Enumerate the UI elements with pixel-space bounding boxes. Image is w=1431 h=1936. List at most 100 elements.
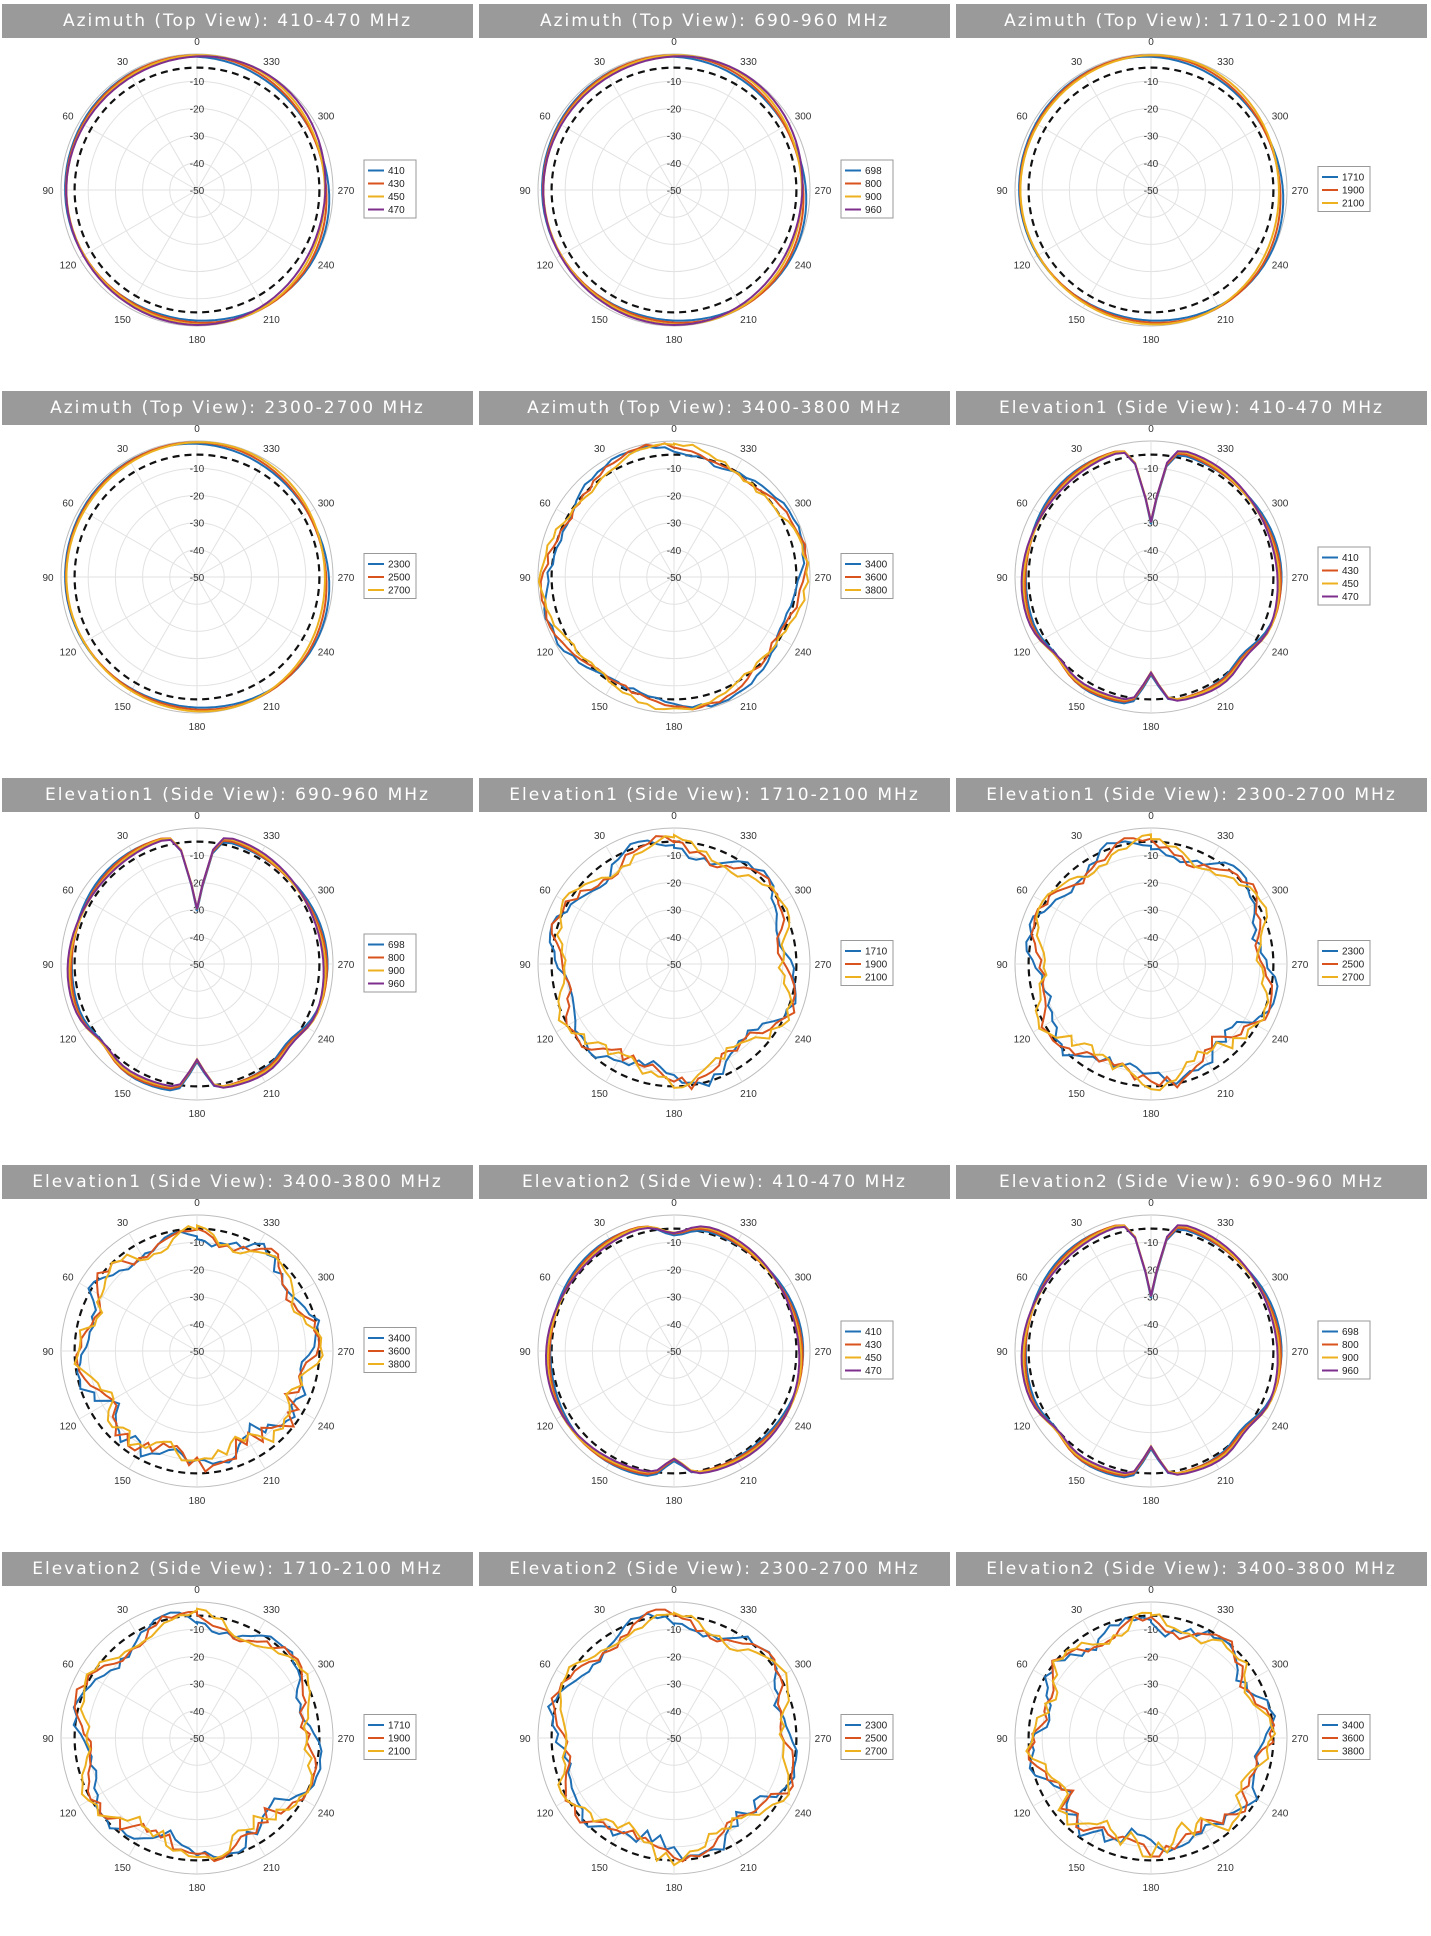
polar-grid-spoke: [1150, 1737, 1270, 1807]
angle-tick-label: 120: [1014, 261, 1031, 272]
chart-title: Elevation2 (Side View): 410-470 MHz: [479, 1165, 950, 1199]
radial-tick-label: -10: [190, 1238, 205, 1249]
radial-tick-label: -30: [667, 906, 682, 917]
angle-tick-label: 240: [318, 261, 335, 272]
series-line-410: [549, 1226, 805, 1477]
radial-tick-label: -30: [1144, 906, 1159, 917]
angle-tick-label: 210: [1217, 1863, 1234, 1874]
chart-title: Elevation2 (Side View): 690-960 MHz: [956, 1165, 1427, 1199]
angle-tick-label: 270: [1292, 1734, 1309, 1745]
polar-grid-spoke: [78, 895, 198, 965]
polar-grid-spoke: [196, 71, 266, 191]
legend-entry: 2700: [1342, 973, 1365, 984]
angle-tick-label: 210: [263, 1476, 280, 1487]
radial-tick-label: -50: [1144, 1347, 1159, 1358]
angle-tick-label: 330: [263, 1218, 280, 1229]
polar-grid-spoke: [1150, 576, 1270, 646]
polar-grid-spoke: [673, 1282, 793, 1352]
legend-entry: 960: [1342, 1366, 1359, 1377]
angle-tick-label: 120: [60, 648, 77, 659]
angle-tick-label: 270: [338, 186, 355, 197]
polar-grid-spoke: [1150, 71, 1220, 191]
angle-tick-label: 240: [795, 1422, 812, 1433]
polar-grid-spoke: [673, 71, 743, 191]
radial-tick-label: -20: [190, 491, 205, 502]
angle-tick-label: 120: [537, 648, 554, 659]
angle-tick-label: 90: [519, 1347, 531, 1358]
angle-tick-label: 150: [591, 1863, 608, 1874]
polar-grid-spoke: [196, 963, 316, 1033]
polar-grid-spoke: [196, 1350, 316, 1420]
series-line-2100: [555, 833, 793, 1089]
polar-grid-spoke: [196, 576, 266, 696]
angle-tick-label: 120: [537, 1422, 554, 1433]
legend-entry: 2100: [388, 1747, 411, 1758]
angle-tick-label: 90: [519, 960, 531, 971]
series-line-430: [64, 54, 328, 324]
polar-plot: -10-20-30-40-500306090120150180210240270…: [42, 812, 417, 1120]
angle-tick-label: 330: [1217, 1218, 1234, 1229]
legend-entry: 410: [865, 1327, 882, 1338]
angle-tick-label: 60: [539, 112, 551, 123]
radial-tick-label: -30: [190, 1680, 205, 1691]
angle-tick-label: 240: [795, 1809, 812, 1820]
angle-tick-label: 0: [671, 1199, 677, 1209]
radial-tick-label: -20: [667, 104, 682, 115]
polar-grid-spoke: [128, 71, 198, 191]
angle-tick-label: 150: [1068, 1089, 1085, 1100]
angle-tick-label: 180: [189, 1496, 206, 1507]
angle-tick-label: 240: [1272, 1809, 1289, 1820]
polar-grid-spoke: [196, 1737, 266, 1857]
angle-tick-label: 330: [263, 444, 280, 455]
legend-entry: 470: [865, 1366, 882, 1377]
angle-tick-label: 30: [1071, 1218, 1083, 1229]
polar-grid-spoke: [1032, 189, 1152, 259]
series-line-2100: [79, 1607, 314, 1860]
radial-tick-label: -30: [667, 1680, 682, 1691]
polar-plot: -10-20-30-40-500306090120150180210240270…: [42, 425, 417, 733]
legend-entry: 430: [1342, 566, 1359, 577]
polar-grid-spoke: [1150, 1737, 1220, 1857]
angle-tick-label: 0: [1148, 38, 1154, 48]
polar-grid-spoke: [128, 576, 198, 696]
radial-tick-label: -40: [667, 546, 682, 557]
series-line-2700: [557, 1611, 791, 1867]
radial-tick-label: -10: [1144, 1238, 1159, 1249]
polar-chart-panel: Elevation1 (Side View): 3400-3800 MHz -10…: [2, 1165, 473, 1548]
polar-chart-panel: Elevation2 (Side View): 3400-3800 MHz -10…: [956, 1552, 1427, 1935]
angle-tick-label: 300: [1272, 1660, 1289, 1671]
angle-tick-label: 210: [1217, 1476, 1234, 1487]
angle-tick-label: 150: [114, 702, 131, 713]
angle-tick-label: 120: [60, 1422, 77, 1433]
polar-grid-spoke: [196, 1350, 266, 1470]
legend-entry: 960: [388, 979, 405, 990]
chart-title: Elevation1 (Side View): 690-960 MHz: [2, 778, 473, 812]
polar-plot: -10-20-30-40-500306090120150180210240270…: [996, 38, 1371, 346]
polar-grid-spoke: [78, 1350, 198, 1420]
series-line-3800: [73, 1224, 324, 1462]
angle-tick-label: 240: [318, 1035, 335, 1046]
angle-tick-label: 180: [1143, 335, 1160, 346]
polar-grid-spoke: [1082, 1619, 1152, 1739]
polar-chart-panel: Azimuth (Top View): 1710-2100 MHz -10 -20-…: [956, 4, 1427, 387]
angle-tick-label: 180: [1143, 1883, 1160, 1894]
angle-tick-label: 120: [1014, 648, 1031, 659]
angle-tick-label: 210: [263, 1089, 280, 1100]
angle-tick-label: 300: [1272, 499, 1289, 510]
polar-grid-spoke: [605, 189, 675, 309]
chart-title: Azimuth (Top View): 2300-2700 MHz: [2, 391, 473, 425]
angle-tick-label: 0: [671, 1586, 677, 1596]
angle-tick-label: 90: [42, 573, 54, 584]
radial-tick-label: -20: [1144, 1652, 1159, 1663]
polar-grid-spoke: [673, 1232, 743, 1352]
polar-grid-spoke: [128, 845, 198, 965]
angle-tick-label: 210: [1217, 1089, 1234, 1100]
series-line-2300: [1025, 840, 1279, 1085]
polar-grid-spoke: [555, 1737, 675, 1807]
angle-tick-label: 0: [671, 425, 677, 435]
legend-entry: 410: [388, 166, 405, 177]
angle-tick-label: 180: [1143, 1109, 1160, 1120]
polar-grid-spoke: [605, 1350, 675, 1470]
polar-grid-spoke: [673, 576, 793, 646]
angle-tick-label: 270: [815, 960, 832, 971]
